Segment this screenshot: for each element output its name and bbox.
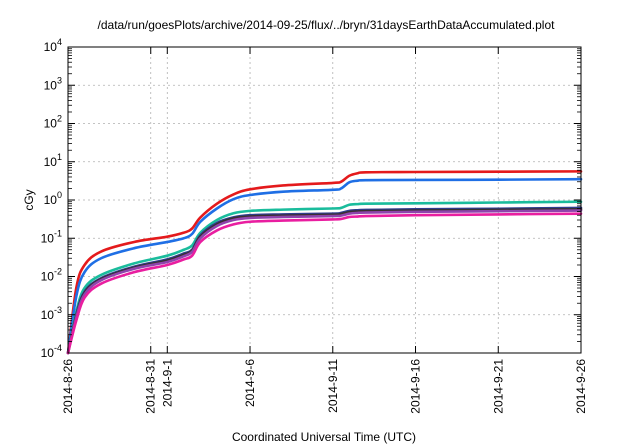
y-tick-label: 104 bbox=[44, 37, 62, 54]
y-tick-label: 10-3 bbox=[41, 305, 62, 322]
y-tick-label: 100 bbox=[44, 190, 62, 207]
series-line-5 bbox=[66, 208, 583, 355]
series-line-7 bbox=[66, 212, 583, 355]
series-layer bbox=[66, 170, 583, 355]
x-tick-label: 2014-9-1 bbox=[160, 359, 174, 407]
series-line-3 bbox=[66, 200, 583, 355]
series-line-2 bbox=[66, 177, 583, 355]
x-axis-label: Coordinated Universal Time (UTC) bbox=[232, 430, 416, 444]
grid bbox=[68, 47, 581, 353]
chart-title: /data/run/goesPlots/archive/2014-09-25/f… bbox=[98, 18, 556, 32]
x-tick-label: 2014-9-6 bbox=[243, 359, 257, 407]
x-tick-label: 2014-9-21 bbox=[491, 359, 505, 414]
y-tick-label: 102 bbox=[44, 114, 62, 131]
series-line-6 bbox=[66, 209, 583, 355]
x-tick-label: 2014-9-11 bbox=[326, 359, 340, 413]
x-tick-label: 2014-9-26 bbox=[574, 359, 588, 414]
y-tick-label: 101 bbox=[44, 152, 62, 169]
y-axis-label: cGy bbox=[22, 189, 36, 210]
y-tick-label: 10-1 bbox=[41, 228, 62, 245]
y-ticks: 10-4 10-3 10-2 10-1 100 101 102 103 104 bbox=[41, 37, 581, 360]
x-tick-label: 2014-9-16 bbox=[409, 359, 423, 414]
series-line-4 bbox=[66, 206, 583, 355]
series-line-1 bbox=[66, 170, 583, 355]
x-tick-label: 2014-8-31 bbox=[144, 359, 158, 414]
y-tick-label: 10-2 bbox=[41, 267, 62, 284]
x-ticks: 2014-8-26 2014-8-31 2014-9-1 2014-9-6 2014-9… bbox=[61, 47, 588, 414]
x-tick-label: 2014-8-26 bbox=[61, 359, 75, 414]
y-tick-label: 103 bbox=[44, 75, 62, 92]
y-tick-label: 10-4 bbox=[41, 343, 62, 360]
